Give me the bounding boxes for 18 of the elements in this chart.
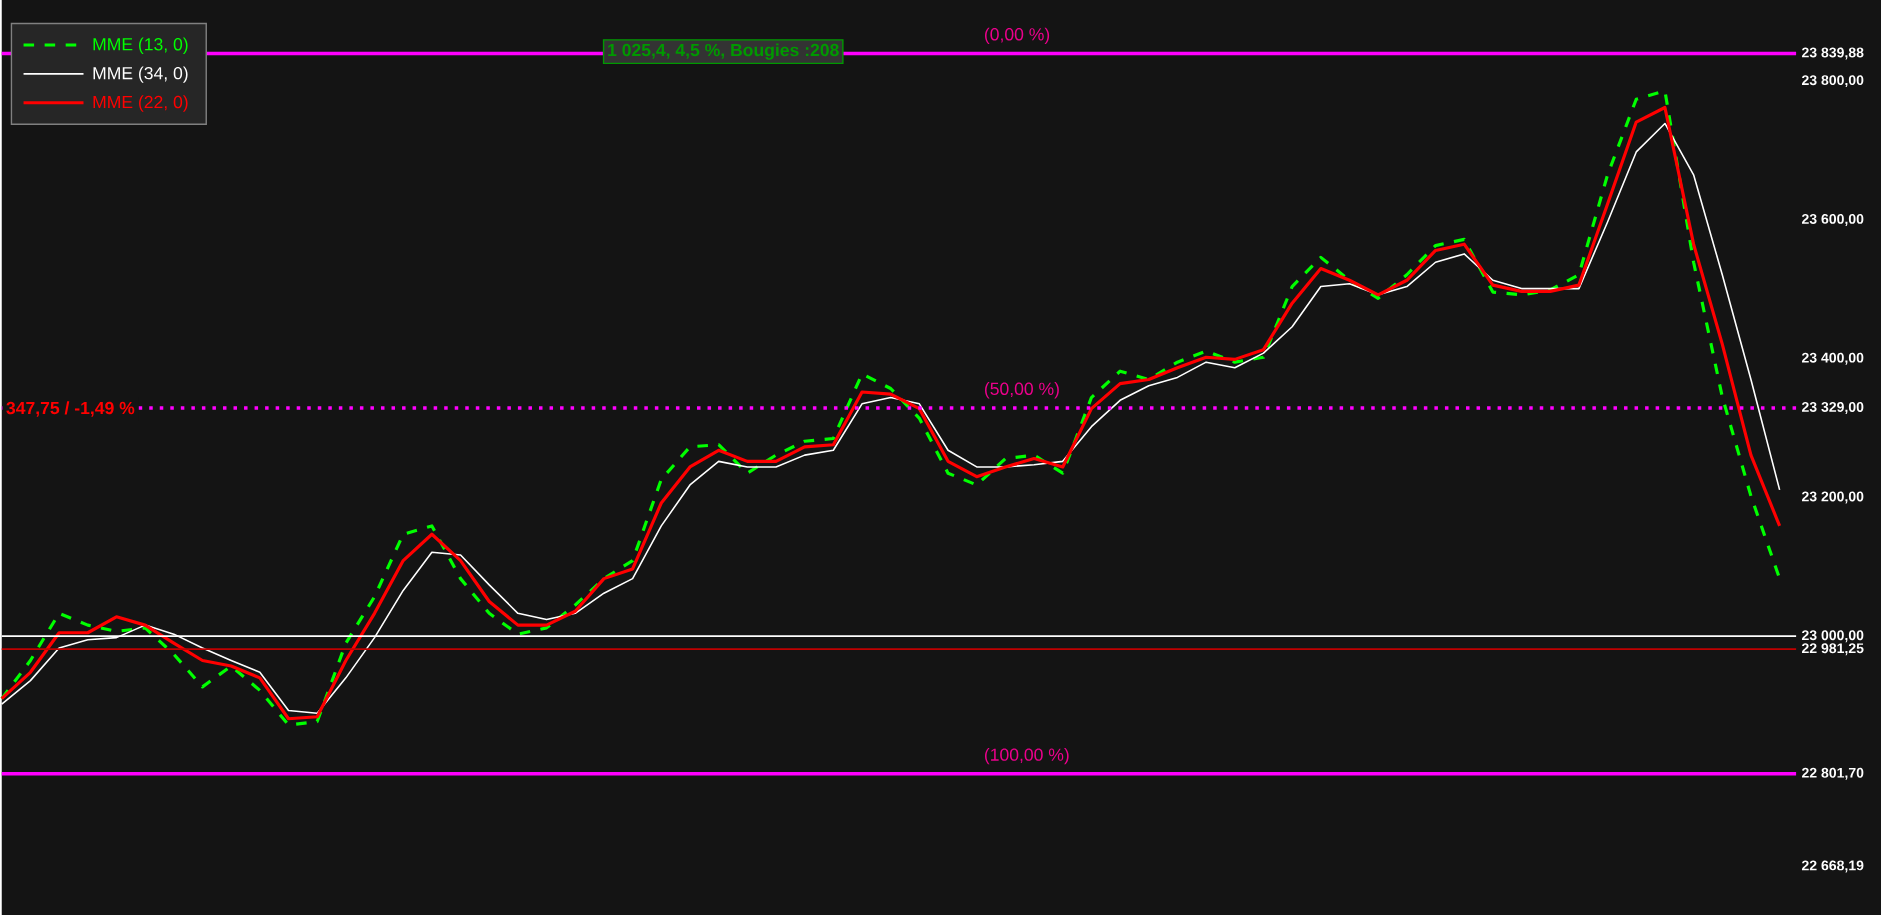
y-tick-label: 23 839,88 xyxy=(1801,47,1864,60)
y-tick-label: 23 200,00 xyxy=(1801,491,1864,504)
legend-label: MME (13, 0) xyxy=(93,37,188,54)
y-tick-label: 23 600,00 xyxy=(1801,213,1864,226)
annotation: (50,00 %) xyxy=(985,382,1059,399)
y-tick-label: 22 981,25 xyxy=(1801,643,1864,656)
legend-label: MME (34, 0) xyxy=(93,66,188,83)
annotation: (100,00 %) xyxy=(985,747,1069,765)
annotation: (0,00 %) xyxy=(985,27,1050,44)
y-tick-label: 22 668,19 xyxy=(1801,860,1864,873)
annotation: 1 025,4, 4,5 %, Bougies :208 xyxy=(608,43,839,60)
y-tick-label: 23 000,00 xyxy=(1801,630,1864,643)
legend-label: MME (22, 0) xyxy=(93,95,188,112)
annotation: 347,75 / -1,49 % xyxy=(6,401,135,417)
y-tick-label: 23 400,00 xyxy=(1801,352,1864,365)
y-tick-label: 22 801,70 xyxy=(1801,767,1864,780)
y-tick-label: 23 800,00 xyxy=(1801,75,1864,88)
y-tick-label: 23 329,00 xyxy=(1801,401,1864,414)
